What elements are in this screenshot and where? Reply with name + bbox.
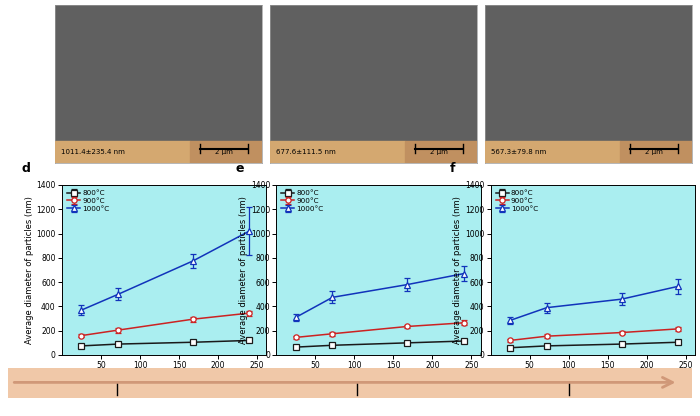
Bar	[620, 141, 692, 163]
Text: 2 μm: 2 μm	[430, 149, 447, 155]
Y-axis label: Average diameter of particles (nm): Average diameter of particles (nm)	[454, 196, 462, 344]
Bar	[190, 141, 262, 163]
Legend: 800°C, 900°C, 1000°C: 800°C, 900°C, 1000°C	[280, 188, 326, 213]
Text: f: f	[450, 162, 455, 175]
Text: 677.6±111.5 nm: 677.6±111.5 nm	[276, 149, 336, 155]
Bar	[405, 141, 477, 163]
Bar	[270, 141, 405, 163]
Legend: 800°C, 900°C, 1000°C: 800°C, 900°C, 1000°C	[494, 188, 540, 213]
Y-axis label: Average diameter of particles (nm): Average diameter of particles (nm)	[239, 196, 248, 344]
X-axis label: Aging time (h): Aging time (h)	[346, 373, 411, 382]
Text: d: d	[21, 162, 30, 175]
Text: 2 μm: 2 μm	[645, 149, 663, 155]
Bar	[485, 141, 620, 163]
X-axis label: Aging time (h): Aging time (h)	[560, 373, 625, 382]
Legend: 800°C, 900°C, 1000°C: 800°C, 900°C, 1000°C	[66, 188, 111, 213]
Bar	[55, 141, 190, 163]
Text: 1011.4±235.4 nm: 1011.4±235.4 nm	[61, 149, 125, 155]
X-axis label: Aging time (h): Aging time (h)	[132, 373, 197, 382]
Text: 2 μm: 2 μm	[215, 149, 232, 155]
Y-axis label: Average diameter of particles (nm): Average diameter of particles (nm)	[25, 196, 34, 344]
Text: 567.3±79.8 nm: 567.3±79.8 nm	[491, 149, 547, 155]
Text: e: e	[235, 162, 244, 175]
